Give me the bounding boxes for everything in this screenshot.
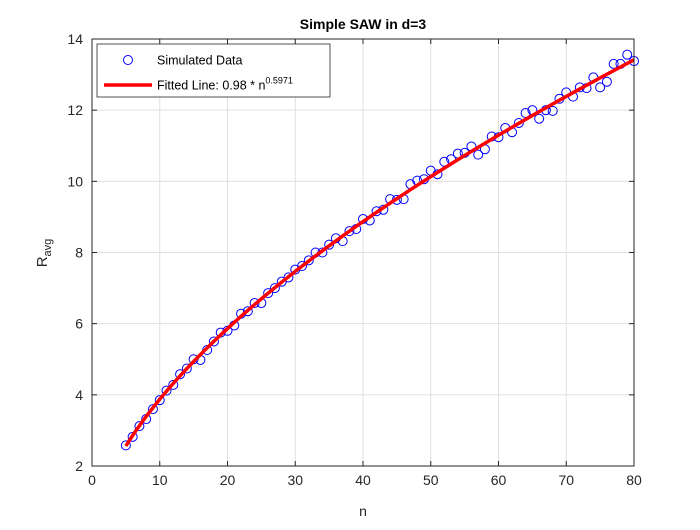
x-tick-label: 40: [355, 472, 371, 488]
grid: [92, 39, 634, 466]
data-point: [154, 395, 165, 406]
data-point: [601, 76, 612, 87]
data-point: [622, 49, 633, 60]
data-point: [168, 379, 179, 390]
data-point: [134, 421, 145, 432]
y-tick-label: 2: [75, 458, 83, 474]
data-point: [263, 288, 274, 299]
y-axis-label-base: R: [34, 256, 51, 267]
y-axis-label-sub: avg: [42, 239, 54, 257]
y-tick-label: 10: [67, 173, 83, 189]
y-tick-label: 8: [75, 245, 83, 261]
data-point: [120, 440, 131, 451]
x-tick-label: 30: [287, 472, 303, 488]
axes-box: [91, 38, 635, 467]
legend-label-fit: Fitted Line: 0.98 * n0.5971: [157, 76, 293, 93]
x-tick-label: 70: [558, 472, 574, 488]
data-point: [127, 431, 138, 442]
data-point: [513, 117, 524, 128]
data-point: [175, 369, 186, 380]
data-point: [181, 363, 192, 374]
x-axis-label: n: [359, 503, 367, 519]
legend-label-fit-prefix: Fitted Line: 0.98 * n: [157, 79, 265, 93]
legend-label-fit-exponent: 0.5971: [265, 76, 293, 86]
ticks: 0 10 20 30 40 50 60 70 80 2 4 6 8 10 12 14: [67, 31, 642, 488]
x-tick-label: 80: [626, 472, 642, 488]
data-point: [283, 272, 294, 283]
data-point: [242, 306, 253, 317]
data-point: [608, 58, 619, 69]
legend-box: [96, 43, 331, 98]
fit-line-group: [124, 58, 635, 447]
data-point: [161, 385, 172, 396]
data-point: [303, 255, 314, 266]
y-tick-label: 6: [75, 316, 83, 332]
x-tick-label: 60: [491, 472, 507, 488]
fit-line: [124, 58, 635, 447]
x-tick-label: 20: [220, 472, 236, 488]
y-tick-label: 4: [75, 387, 83, 403]
data-point: [473, 149, 484, 160]
data-point: [344, 226, 355, 237]
data-point: [297, 261, 308, 272]
y-axis-label: Ravg: [34, 239, 54, 268]
data-point: [147, 404, 158, 415]
data-point: [595, 82, 606, 93]
y-tick-label: 12: [67, 102, 83, 118]
data-point: [547, 105, 558, 116]
legend-marker-circle: [123, 55, 133, 65]
data-point: [208, 336, 219, 347]
data-point: [269, 283, 280, 294]
chart-title: Simple SAW in d=3: [300, 16, 427, 32]
legend-label-simulated: Simulated Data: [157, 54, 243, 68]
x-tick-label: 50: [423, 472, 439, 488]
legend: Simulated Data Fitted Line: 0.98 * n0.59…: [96, 43, 331, 98]
x-tick-label: 10: [152, 472, 168, 488]
x-tick-label: 0: [88, 472, 96, 488]
y-tick-label: 14: [67, 31, 83, 47]
data-point: [534, 113, 545, 124]
